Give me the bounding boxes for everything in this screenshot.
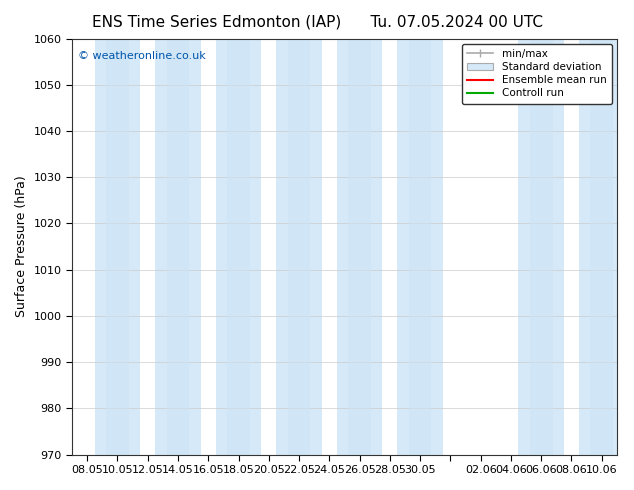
Bar [216,39,261,455]
Bar [398,39,443,455]
Y-axis label: Surface Pressure (hPa): Surface Pressure (hPa) [15,176,28,318]
Bar [409,39,432,455]
Legend: min/max, Standard deviation, Ensemble mean run, Controll run: min/max, Standard deviation, Ensemble me… [462,44,612,103]
Bar [167,39,190,455]
Bar [579,39,624,455]
Bar [227,39,250,455]
Bar [288,39,311,455]
Text: ENS Time Series Edmonton (IAP)      Tu. 07.05.2024 00 UTC: ENS Time Series Edmonton (IAP) Tu. 07.05… [91,15,543,30]
Bar [519,39,564,455]
Bar [276,39,322,455]
Bar [95,39,140,455]
Bar [530,39,552,455]
Bar [590,39,613,455]
Bar [337,39,382,455]
Bar [348,39,371,455]
Text: © weatheronline.co.uk: © weatheronline.co.uk [77,51,205,61]
Bar [155,39,201,455]
Bar [106,39,129,455]
